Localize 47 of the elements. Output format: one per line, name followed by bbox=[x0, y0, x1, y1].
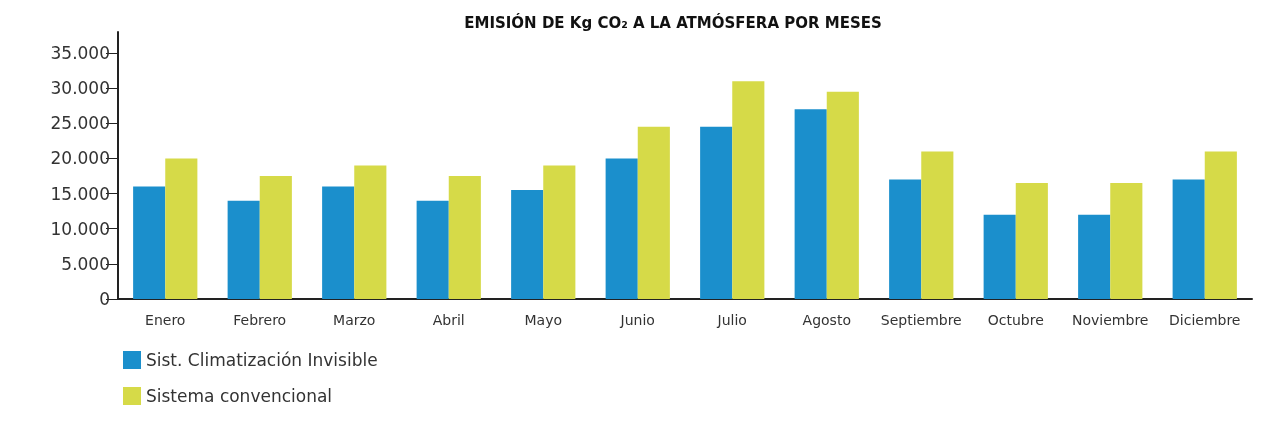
bar bbox=[165, 158, 198, 299]
x-tick-label: Noviembre bbox=[1072, 312, 1149, 328]
y-tick-label: 35.000 bbox=[50, 43, 110, 64]
y-tick-label: 30.000 bbox=[50, 78, 110, 99]
bar bbox=[543, 165, 576, 299]
bar bbox=[1172, 179, 1205, 299]
chart-title: EMISIÓN DE Kg CO₂ A LA ATMÓSFERA POR MESES bbox=[464, 12, 882, 32]
bar bbox=[889, 179, 922, 299]
x-tick-label: Junio bbox=[619, 312, 655, 328]
bar bbox=[1015, 183, 1048, 299]
y-tick-label: 0 bbox=[99, 289, 110, 309]
bar bbox=[921, 151, 954, 299]
legend-label: Sistema convencional bbox=[146, 386, 333, 406]
x-tick-label: Agosto bbox=[802, 312, 851, 328]
x-tick-label: Marzo bbox=[333, 312, 376, 328]
y-tick-label: 10.000 bbox=[50, 218, 110, 239]
x-tick-label: Julio bbox=[716, 312, 747, 328]
x-tick-label: Octubre bbox=[987, 312, 1044, 328]
bar bbox=[732, 81, 765, 299]
bar bbox=[826, 91, 859, 299]
bar bbox=[637, 126, 670, 299]
x-tick-label: Febrero bbox=[233, 312, 287, 328]
y-tick-label: 5.000 bbox=[61, 253, 110, 274]
x-tick-label: Enero bbox=[145, 312, 186, 328]
x-tick-label: Septiembre bbox=[880, 312, 962, 328]
bar bbox=[1110, 183, 1143, 299]
bar bbox=[227, 200, 260, 299]
legend-label: Sist. Climatización Invisible bbox=[146, 350, 378, 370]
x-tick-label: Mayo bbox=[524, 312, 563, 328]
x-tick-label: Diciembre bbox=[1169, 312, 1241, 328]
bar bbox=[322, 186, 355, 299]
bar bbox=[448, 176, 481, 299]
bar bbox=[605, 158, 638, 299]
y-tick-label: 15.000 bbox=[50, 183, 110, 204]
bar bbox=[511, 190, 544, 299]
x-tick-label: Abril bbox=[432, 312, 465, 328]
bar bbox=[354, 165, 387, 299]
y-tick-label: 20.000 bbox=[50, 148, 110, 169]
bar bbox=[133, 186, 166, 299]
y-tick-label: 25.000 bbox=[50, 113, 110, 134]
bar bbox=[794, 109, 827, 299]
bar bbox=[983, 214, 1016, 299]
bar bbox=[700, 126, 733, 299]
bar bbox=[259, 176, 292, 299]
bar bbox=[416, 200, 449, 299]
bar bbox=[1204, 151, 1237, 299]
bar bbox=[1078, 214, 1111, 299]
